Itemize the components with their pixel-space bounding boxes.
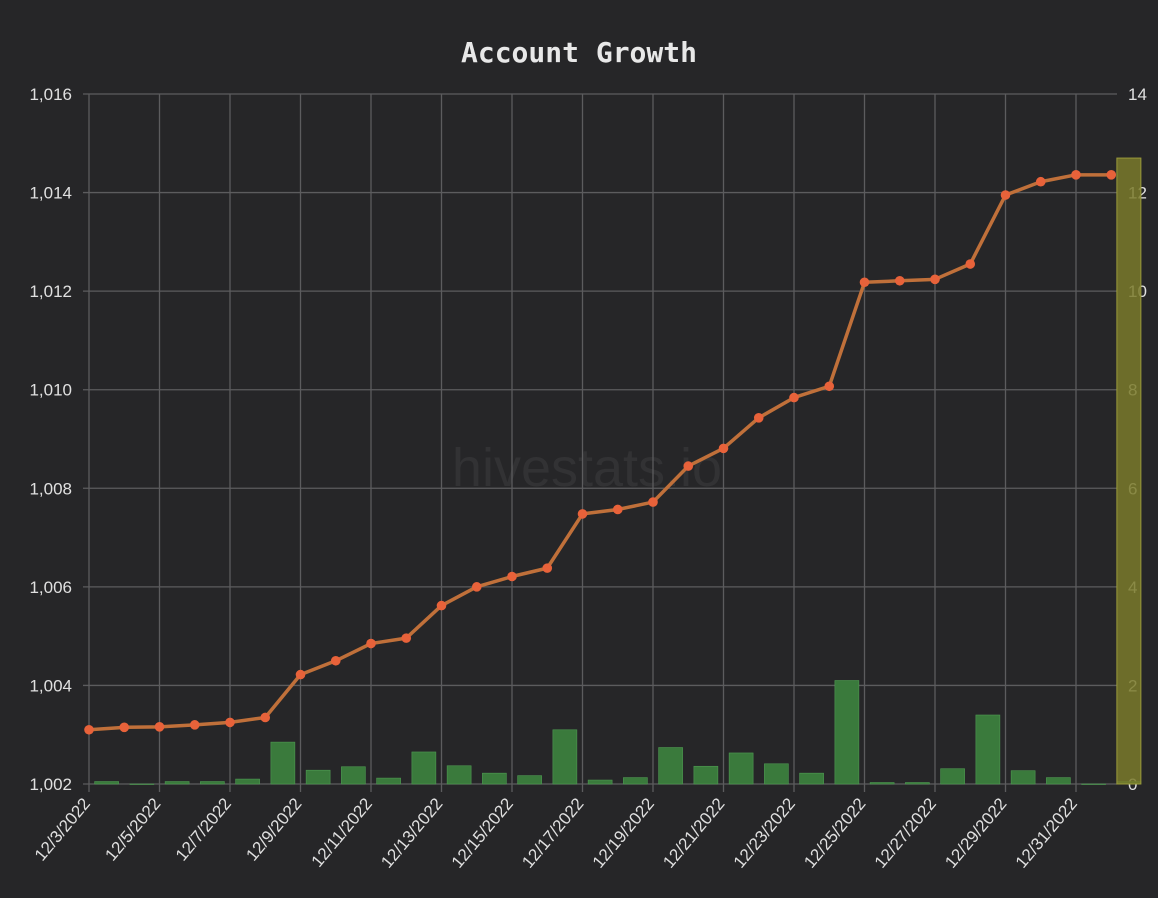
volume-bar [376, 777, 401, 785]
x-tick-label: 12/9/2022 [242, 794, 305, 864]
volume-bar [517, 775, 542, 785]
growth-point [154, 722, 165, 732]
growth-point [648, 497, 658, 507]
x-tick-label: 12/19/2022 [589, 794, 658, 871]
volume-bar [446, 765, 472, 785]
volume-bar [129, 783, 155, 785]
y-left-tick-label: 1,014 [29, 184, 72, 203]
growth-point [683, 461, 694, 471]
growth-point [366, 638, 376, 649]
x-tick-label: 12/27/2022 [871, 794, 940, 871]
growth-line [88, 173, 1112, 732]
x-tick-label: 12/25/2022 [800, 794, 869, 871]
x-tick-label: 12/21/2022 [659, 794, 728, 871]
growth-point [471, 582, 482, 592]
volume-bar [164, 781, 190, 785]
volume-bar [341, 766, 366, 785]
x-tick-label: 12/31/2022 [1012, 794, 1081, 871]
volume-bar [623, 777, 648, 785]
x-tick-label: 12/13/2022 [377, 794, 446, 871]
volume-bar [552, 729, 578, 785]
growth-point [1035, 176, 1046, 187]
volume-bar [834, 680, 860, 785]
y-left-tick-label: 1,004 [29, 676, 72, 695]
growth-point [930, 274, 940, 285]
growth-point [718, 443, 729, 454]
growth-point [789, 392, 799, 403]
growth-point [330, 655, 341, 666]
volume-bar [200, 781, 225, 785]
x-tick-label: 12/3/2022 [31, 794, 94, 864]
volume-bar [658, 747, 683, 785]
growth-point [612, 504, 623, 515]
x-tick-label: 12/5/2022 [101, 794, 164, 864]
growth-point [965, 259, 976, 269]
volume-bar [975, 714, 1001, 785]
volume-bar [411, 751, 437, 785]
volume-bar [799, 772, 824, 785]
volume-bar [270, 741, 296, 785]
growth-point [84, 724, 94, 735]
volume-bar [940, 768, 965, 785]
growth-point [824, 381, 835, 392]
x-tick-label: 12/17/2022 [518, 794, 587, 871]
growth-point [1071, 170, 1081, 180]
y-left-tick-label: 1,016 [29, 85, 72, 104]
growth-point [859, 277, 870, 288]
growth-point [119, 722, 130, 733]
highlight-bar [1116, 157, 1142, 785]
volume-bar [235, 778, 260, 785]
y-left-tick-label: 1,010 [29, 381, 72, 400]
x-tick-label: 12/15/2022 [448, 794, 517, 871]
volume-bar [1081, 783, 1106, 785]
x-tick-label: 12/11/2022 [308, 794, 376, 870]
growth-point [401, 633, 412, 643]
growth-point [577, 509, 588, 519]
growth-point [189, 720, 200, 730]
volume-bar [869, 782, 895, 785]
growth-point [507, 571, 517, 582]
volume-bar [94, 781, 119, 785]
growth-point [225, 717, 235, 728]
growth-point [260, 712, 271, 723]
growth-point [295, 669, 306, 680]
volume-bar [482, 772, 507, 785]
volume-bar [1010, 770, 1036, 785]
volume-bar [1046, 777, 1071, 785]
growth-point [753, 413, 764, 423]
x-tick-label: 12/7/2022 [172, 794, 235, 864]
growth-point [542, 563, 553, 573]
volume-bar [905, 782, 930, 785]
y-left-tick-label: 1,002 [29, 775, 72, 794]
volume-bar [693, 765, 719, 785]
chart-title: Account Growth [460, 36, 697, 69]
y-left-tick-label: 1,012 [29, 282, 72, 301]
x-tick-label: 12/23/2022 [730, 794, 799, 871]
growth-point [894, 275, 905, 286]
watermark: hivestats.io [452, 438, 722, 498]
volume-bar [587, 779, 613, 785]
volume-bar [728, 752, 754, 785]
y-left-tick-label: 1,008 [29, 479, 72, 498]
y-right-tick-label: 14 [1128, 85, 1147, 104]
x-tick-label: 12/29/2022 [941, 794, 1010, 871]
volume-bar [764, 763, 789, 785]
growth-point [1000, 190, 1011, 200]
volume-bar [305, 769, 331, 785]
growth-point [436, 600, 447, 611]
y-left-tick-label: 1,006 [29, 578, 72, 597]
growth-point [1106, 170, 1117, 180]
